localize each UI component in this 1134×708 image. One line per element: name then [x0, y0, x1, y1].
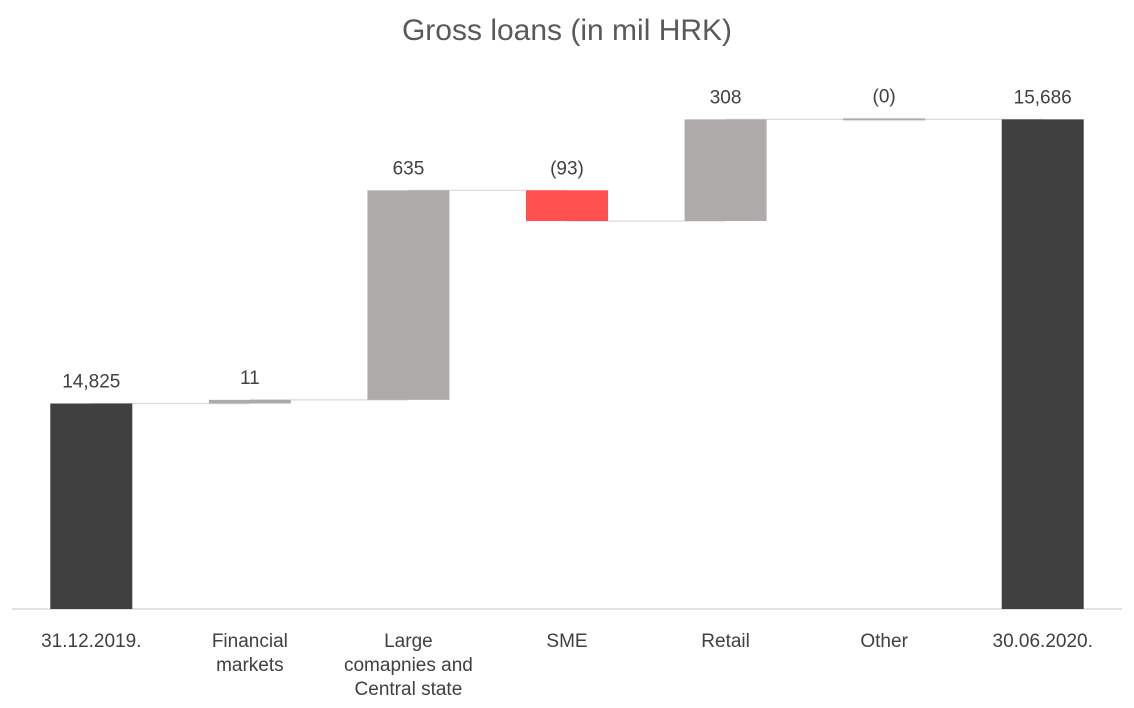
category-label: SME [546, 631, 587, 652]
bar [208, 399, 291, 404]
category-label: 30.06.2020. [993, 631, 1093, 652]
data-label: 15,686 [1014, 87, 1072, 108]
category-label: Financial [212, 631, 288, 652]
category-label: Other [860, 631, 908, 652]
category-label: Retail [701, 631, 750, 652]
category-label: Central state [355, 679, 463, 700]
data-label: (0) [873, 86, 896, 107]
chart-title: Gross loans (in mil HRK) [401, 14, 733, 47]
bar [1001, 119, 1084, 610]
bar [367, 190, 450, 400]
data-label: 308 [710, 87, 742, 108]
data-label: 14,825 [62, 372, 120, 393]
category-label: 31.12.2019. [41, 631, 141, 652]
data-label: 635 [393, 158, 425, 179]
bar [843, 118, 926, 121]
data-label: (93) [550, 158, 584, 179]
category-label: Large [384, 631, 433, 652]
bar [684, 119, 767, 222]
category-label: comapnies and [344, 655, 473, 676]
bar [50, 403, 133, 609]
category-label: markets [216, 655, 284, 676]
data-label: 11 [240, 368, 260, 389]
bar [526, 190, 608, 222]
